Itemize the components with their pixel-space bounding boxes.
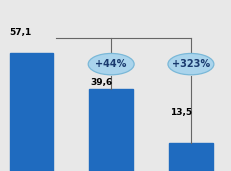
Ellipse shape: [167, 53, 213, 75]
Bar: [89, 89, 132, 171]
Bar: [168, 143, 212, 171]
Bar: [10, 53, 53, 171]
Text: 57,1: 57,1: [10, 28, 32, 37]
Text: +323%: +323%: [171, 59, 209, 69]
Text: +44%: +44%: [95, 59, 126, 69]
Ellipse shape: [88, 53, 134, 75]
Text: 13,5: 13,5: [170, 108, 192, 117]
Text: 39,6: 39,6: [90, 78, 112, 87]
